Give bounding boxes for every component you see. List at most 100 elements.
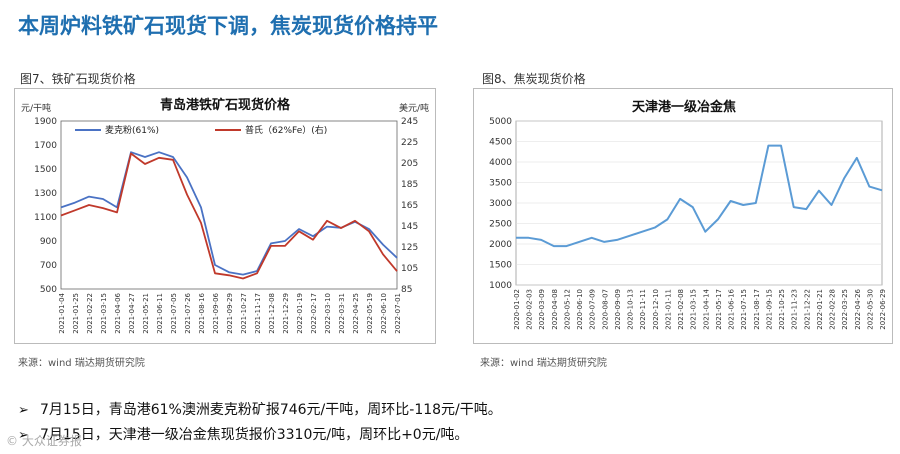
iron-ore-chart: 青岛港铁矿石现货价格 元/干吨 美元/吨 500 700 900 1100 1300 1500 1… xyxy=(21,97,429,334)
bullet-marker: ➢ xyxy=(18,403,29,418)
x-tick-label: 2020-12-10 xyxy=(652,289,660,330)
x-tick-label: 2020-04-08 xyxy=(551,289,559,330)
x-tick-label: 2020-11-11 xyxy=(639,289,647,330)
y-tick-label-left: 1700 xyxy=(34,141,57,151)
y-tick-label: 5000 xyxy=(489,117,512,127)
x-tick-label: 2021-05-17 xyxy=(715,289,723,330)
coke-chart-panel: 天津港一级冶金焦 1000 1500 2000 2500 3000 3500 4000 4500… xyxy=(473,88,893,344)
x-tick-label: 2021-10-25 xyxy=(778,289,786,330)
x-tick-label: 2022-02-17 xyxy=(310,293,318,334)
x-tick-label: 2020-08-07 xyxy=(601,289,609,330)
iron-ore-source-note: 来源：wind 瑞达期货研究院 xyxy=(18,358,145,369)
x-tick-label: 2021-01-25 xyxy=(72,293,80,334)
y-tick-label-left: 1900 xyxy=(34,117,57,127)
x-tick-label: 2021-07-15 xyxy=(740,289,748,330)
x-tick-label: 2021-12-08 xyxy=(268,293,276,334)
y-tick-label-right: 125 xyxy=(401,243,418,253)
series-line-mac-fines xyxy=(60,151,398,276)
x-tick-label: 2022-06-10 xyxy=(380,293,388,334)
y-tick-label: 3000 xyxy=(489,199,512,209)
x-tick-label: 2022-05-19 xyxy=(366,293,374,334)
y-tick-label-left: 1300 xyxy=(34,189,57,199)
x-tick-label: 2021-11-17 xyxy=(254,293,262,334)
bullet-text: 7月15日，天津港一级冶金焦现货报价3310元/吨，周环比+0元/吨。 xyxy=(40,427,469,443)
y-tick-label-right: 185 xyxy=(401,180,418,190)
y-tick-label-left: 700 xyxy=(40,261,57,271)
y-tick-label: 4500 xyxy=(489,138,512,148)
y-tick-label-right: 245 xyxy=(401,117,418,127)
x-tick-label: 2021-03-15 xyxy=(690,289,698,330)
x-tick-label: 2021-04-14 xyxy=(702,288,710,329)
x-tick-label: 2021-03-15 xyxy=(100,293,108,334)
y-tick-label-left: 1100 xyxy=(34,213,57,223)
y-tick-label-right: 225 xyxy=(401,138,418,148)
y-tick-label: 4000 xyxy=(489,158,512,168)
y-axis-right-label: 美元/吨 xyxy=(399,102,429,114)
y-tick-label-right: 105 xyxy=(401,264,418,274)
x-tick-label: 2022-01-21 xyxy=(816,289,824,330)
summary-bullets: ➢ 7月15日，青岛港61%澳洲麦克粉矿报746元/干吨，周环比-118元/干吨。… xyxy=(18,398,502,448)
x-tick-label: 2020-10-13 xyxy=(627,289,635,330)
x-tick-label: 2021-05-21 xyxy=(142,293,150,334)
iron-ore-chart-panel: 青岛港铁矿石现货价格 元/干吨 美元/吨 500 700 900 1100 1300 1500 1… xyxy=(14,88,436,344)
x-tick-label: 2021-02-22 xyxy=(86,293,94,334)
bullet-marker: ➢ xyxy=(18,428,29,443)
x-tick-label: 2020-05-12 xyxy=(563,289,571,330)
x-tick-label: 2021-08-17 xyxy=(753,289,761,330)
x-tick-label: 2021-07-05 xyxy=(170,293,178,334)
x-tick-label: 2020-01-02 xyxy=(513,289,521,330)
bullet-text: 7月15日，青岛港61%澳洲麦克粉矿报746元/干吨，周环比-118元/干吨。 xyxy=(40,402,502,418)
x-tick-label: 2022-04-25 xyxy=(352,293,360,334)
y-tick-label-left: 500 xyxy=(40,285,57,295)
chart-title: 青岛港铁矿石现货价格 xyxy=(160,97,291,113)
y-tick-label: 2000 xyxy=(489,240,512,250)
x-tick-label: 2022-06-29 xyxy=(879,289,887,330)
y-tick-label: 1500 xyxy=(489,261,512,271)
y-tick-label-right: 165 xyxy=(401,201,418,211)
coke-chart: 天津港一级冶金焦 1000 1500 2000 2500 3000 3500 4000 4500… xyxy=(489,99,887,330)
y-tick-label-left: 1500 xyxy=(34,165,57,175)
x-tick-label: 2022-03-31 xyxy=(338,293,346,334)
y-tick-label-right: 145 xyxy=(401,222,418,232)
iron-ore-figure-caption: 图7、铁矿石现货价格 xyxy=(20,72,136,86)
x-tick-label: 2021-09-29 xyxy=(226,293,234,334)
x-tick-label: 2020-09-09 xyxy=(614,289,622,330)
x-tick-label: 2022-07-01 xyxy=(394,293,402,334)
x-tick-label: 2021-04-06 xyxy=(114,292,122,333)
bullet-item: ➢ 7月15日，天津港一级冶金焦现货报价3310元/吨，周环比+0元/吨。 xyxy=(18,423,502,448)
x-tick-label: 2021-08-16 xyxy=(198,292,206,333)
x-tick-label: 2022-03-10 xyxy=(324,293,332,334)
legend-label: 普氏（62%Fe）(右) xyxy=(245,124,327,136)
y-tick-label: 1000 xyxy=(489,281,512,291)
x-tick-label: 2021-02-08 xyxy=(677,289,685,330)
coke-source-note: 来源：wind 瑞达期货研究院 xyxy=(480,358,607,369)
x-tick-label: 2022-02-28 xyxy=(829,289,837,330)
legend-label: 麦克粉(61%) xyxy=(105,124,159,136)
x-tick-label: 2020-02-03 xyxy=(526,289,534,330)
plot-frame xyxy=(60,120,398,290)
y-tick-label-right: 205 xyxy=(401,159,418,169)
x-tick-label: 2021-01-04 xyxy=(58,292,66,333)
x-tick-label: 2021-10-27 xyxy=(240,293,248,334)
y-tick-label-left: 900 xyxy=(40,237,57,247)
x-tick-label: 2021-11-23 xyxy=(791,289,799,330)
bullet-item: ➢ 7月15日，青岛港61%澳洲麦克粉矿报746元/干吨，周环比-118元/干吨。 xyxy=(18,398,502,423)
chart-title: 天津港一级冶金焦 xyxy=(632,99,736,115)
x-tick-label: 2022-04-26 xyxy=(854,288,862,329)
x-tick-label: 2021-01-11 xyxy=(664,289,672,330)
x-tick-label: 2021-06-16 xyxy=(728,288,736,329)
y-axis-left-label: 元/干吨 xyxy=(21,102,51,114)
watermark: © 大众证券报 xyxy=(6,434,82,448)
x-tick-label: 2021-06-11 xyxy=(156,293,164,334)
coke-figure-caption: 图8、焦炭现货价格 xyxy=(482,72,586,86)
series-line-coke xyxy=(516,144,883,248)
y-tick-label: 2500 xyxy=(489,220,512,230)
x-tick-label: 2021-07-26 xyxy=(184,292,192,333)
x-tick-label: 2021-04-27 xyxy=(128,293,136,334)
page-title: 本周炉料铁矿石现货下调，焦炭现货价格持平 xyxy=(18,14,438,38)
x-tick-label: 2022-03-25 xyxy=(841,289,849,330)
x-tick-label: 2021-12-22 xyxy=(803,289,811,330)
y-tick-label: 3500 xyxy=(489,179,512,189)
series-line-platts xyxy=(60,152,398,280)
x-tick-label: 2020-07-09 xyxy=(589,289,597,330)
